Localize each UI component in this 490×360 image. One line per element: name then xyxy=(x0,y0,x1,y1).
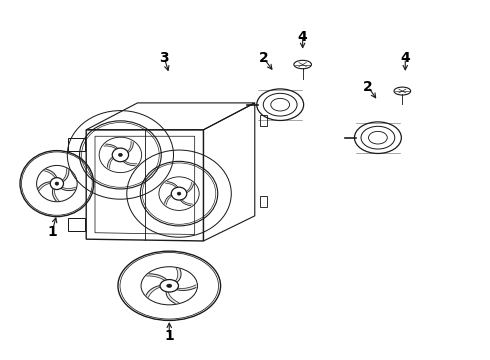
Text: 4: 4 xyxy=(298,30,308,44)
Polygon shape xyxy=(165,195,172,205)
Polygon shape xyxy=(166,181,178,187)
Ellipse shape xyxy=(119,153,122,157)
Text: 1: 1 xyxy=(47,225,57,239)
Polygon shape xyxy=(123,161,137,166)
Polygon shape xyxy=(128,141,133,152)
Ellipse shape xyxy=(55,182,59,185)
Polygon shape xyxy=(63,168,69,181)
Polygon shape xyxy=(177,285,196,291)
Polygon shape xyxy=(38,182,50,191)
Text: 2: 2 xyxy=(259,51,269,65)
Text: 3: 3 xyxy=(160,51,169,65)
Polygon shape xyxy=(146,286,160,297)
Ellipse shape xyxy=(167,284,172,288)
Polygon shape xyxy=(187,182,194,193)
Text: 4: 4 xyxy=(400,51,410,65)
Polygon shape xyxy=(175,268,181,282)
Polygon shape xyxy=(52,189,59,201)
Polygon shape xyxy=(147,274,167,280)
Polygon shape xyxy=(44,169,57,177)
Polygon shape xyxy=(61,187,76,190)
Ellipse shape xyxy=(177,192,181,195)
Polygon shape xyxy=(166,292,179,303)
Text: 2: 2 xyxy=(363,80,373,94)
Text: 1: 1 xyxy=(164,329,174,343)
Polygon shape xyxy=(104,144,118,149)
Polygon shape xyxy=(180,200,193,206)
Polygon shape xyxy=(107,157,113,168)
